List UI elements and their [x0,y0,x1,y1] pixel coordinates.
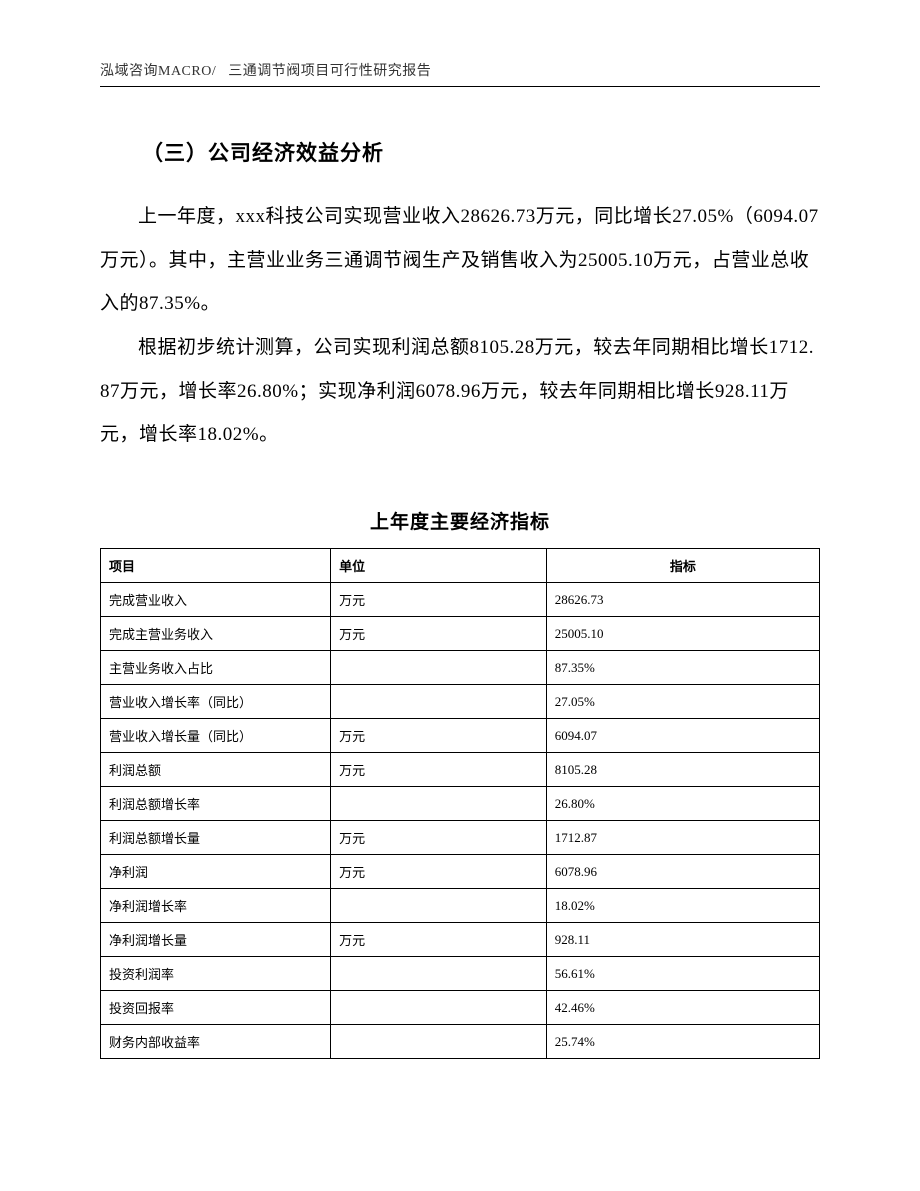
cell-project: 主营业务收入占比 [101,651,331,685]
document-page: 泓域咨询MACRO/ 三通调节阀项目可行性研究报告 （三）公司经济效益分析 上一… [0,0,920,1191]
cell-project: 完成营业收入 [101,583,331,617]
cell-project: 营业收入增长量（同比） [101,719,331,753]
cell-project: 财务内部收益率 [101,1025,331,1059]
table-row: 投资回报率 42.46% [101,991,820,1025]
cell-unit [331,889,547,923]
cell-project: 利润总额增长率 [101,787,331,821]
cell-unit: 万元 [331,753,547,787]
cell-value: 87.35% [546,651,819,685]
body-paragraph-2: 根据初步统计测算，公司实现利润总额8105.28万元，较去年同期相比增长1712… [100,326,820,457]
cell-unit: 万元 [331,923,547,957]
cell-unit: 万元 [331,855,547,889]
cell-project: 营业收入增长率（同比） [101,685,331,719]
cell-value: 928.11 [546,923,819,957]
cell-unit: 万元 [331,583,547,617]
cell-value: 25.74% [546,1025,819,1059]
header-title: 三通调节阀项目可行性研究报告 [228,64,431,79]
cell-unit [331,685,547,719]
page-header: 泓域咨询MACRO/ 三通调节阀项目可行性研究报告 [100,60,820,87]
table-row: 主营业务收入占比 87.35% [101,651,820,685]
table-row: 完成主营业务收入万元25005.10 [101,617,820,651]
table-row: 营业收入增长率（同比） 27.05% [101,685,820,719]
col-header-unit: 单位 [331,549,547,583]
cell-project: 净利润增长量 [101,923,331,957]
cell-project: 投资回报率 [101,991,331,1025]
cell-unit: 万元 [331,821,547,855]
cell-project: 净利润增长率 [101,889,331,923]
economic-indicators-table: 项目 单位 指标 完成营业收入万元28626.73完成主营业务收入万元25005… [100,548,820,1059]
cell-unit [331,957,547,991]
cell-project: 完成主营业务收入 [101,617,331,651]
table-row: 利润总额增长率 26.80% [101,787,820,821]
table-row: 净利润增长量万元928.11 [101,923,820,957]
body-paragraph-1: 上一年度，xxx科技公司实现营业收入28626.73万元，同比增长27.05%（… [100,195,820,326]
table-row: 净利润增长率 18.02% [101,889,820,923]
cell-unit: 万元 [331,719,547,753]
table-header-row: 项目 单位 指标 [101,549,820,583]
cell-value: 1712.87 [546,821,819,855]
header-brand: 泓域咨询MACRO/ [100,64,216,79]
cell-value: 42.46% [546,991,819,1025]
cell-value: 6078.96 [546,855,819,889]
cell-unit [331,787,547,821]
cell-unit: 万元 [331,617,547,651]
cell-value: 18.02% [546,889,819,923]
table-row: 完成营业收入万元28626.73 [101,583,820,617]
cell-project: 投资利润率 [101,957,331,991]
cell-project: 净利润 [101,855,331,889]
cell-value: 56.61% [546,957,819,991]
cell-value: 6094.07 [546,719,819,753]
table-row: 营业收入增长量（同比）万元6094.07 [101,719,820,753]
table-title: 上年度主要经济指标 [100,507,820,534]
cell-unit [331,651,547,685]
cell-value: 28626.73 [546,583,819,617]
table-row: 投资利润率 56.61% [101,957,820,991]
col-header-value: 指标 [546,549,819,583]
col-header-project: 项目 [101,549,331,583]
table-row: 利润总额增长量万元1712.87 [101,821,820,855]
cell-unit [331,991,547,1025]
cell-value: 27.05% [546,685,819,719]
cell-value: 26.80% [546,787,819,821]
cell-project: 利润总额增长量 [101,821,331,855]
cell-unit [331,1025,547,1059]
cell-value: 8105.28 [546,753,819,787]
table-row: 净利润万元6078.96 [101,855,820,889]
table-row: 财务内部收益率 25.74% [101,1025,820,1059]
table-row: 利润总额万元8105.28 [101,753,820,787]
section-heading: （三）公司经济效益分析 [100,137,820,167]
cell-value: 25005.10 [546,617,819,651]
cell-project: 利润总额 [101,753,331,787]
